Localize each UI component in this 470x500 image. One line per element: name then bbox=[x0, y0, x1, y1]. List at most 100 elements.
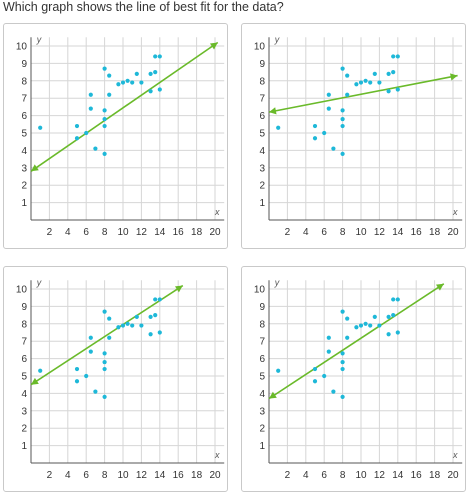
data-point bbox=[120, 323, 126, 328]
data-point bbox=[345, 335, 350, 340]
x-axis-label: x bbox=[214, 450, 220, 460]
data-point bbox=[340, 359, 345, 365]
data-point bbox=[331, 389, 336, 394]
data-point bbox=[38, 368, 43, 373]
data-point bbox=[74, 379, 80, 384]
y-axis-label: y bbox=[274, 277, 280, 287]
data-point bbox=[395, 87, 400, 92]
y-tick-label: 10 bbox=[254, 42, 266, 53]
data-point bbox=[377, 80, 382, 85]
data-point bbox=[157, 87, 162, 92]
y-tick-label: 3 bbox=[259, 163, 265, 174]
x-tick-label: 14 bbox=[154, 470, 166, 481]
y-tick-label: 2 bbox=[259, 424, 265, 435]
data-point bbox=[312, 123, 318, 129]
x-tick-label: 2 bbox=[285, 227, 291, 238]
y-tick-label: 7 bbox=[259, 94, 265, 105]
data-point bbox=[157, 297, 162, 302]
x-tick-label: 12 bbox=[374, 227, 386, 238]
data-point bbox=[312, 366, 318, 372]
data-point bbox=[340, 123, 345, 129]
y-tick-label: 9 bbox=[21, 59, 27, 70]
line-arrowhead-end bbox=[450, 73, 458, 81]
x-tick-label: 6 bbox=[83, 470, 89, 481]
data-point bbox=[107, 92, 112, 97]
y-tick-label: 7 bbox=[21, 337, 27, 348]
y-tick-label: 1 bbox=[259, 441, 265, 452]
data-point bbox=[107, 335, 112, 340]
data-point bbox=[391, 70, 396, 75]
data-point bbox=[354, 82, 359, 87]
data-point bbox=[326, 106, 331, 111]
x-tick-label: 12 bbox=[136, 227, 148, 238]
y-tick-label: 5 bbox=[259, 372, 265, 383]
y-tick-label: 8 bbox=[259, 76, 265, 87]
graph-option-top-right[interactable]: 2 4 6 8 10 12 14 16 18 20 1 2 3 4 5 6 7 8 9 10 x y bbox=[241, 23, 466, 249]
data-point bbox=[386, 89, 391, 94]
data-point bbox=[368, 80, 373, 85]
data-point bbox=[153, 54, 158, 59]
data-point bbox=[84, 130, 89, 136]
y-axis-label: y bbox=[36, 277, 42, 287]
line-arrowhead-start bbox=[31, 164, 39, 172]
data-point bbox=[130, 80, 135, 85]
y-tick-label: 2 bbox=[21, 181, 27, 192]
best-fit-line bbox=[30, 284, 184, 386]
data-point bbox=[340, 66, 345, 71]
y-tick-label: 6 bbox=[259, 111, 265, 122]
data-point bbox=[312, 136, 318, 141]
data-point bbox=[395, 297, 400, 302]
y-tick-label: 6 bbox=[21, 111, 27, 122]
x-axis-label: x bbox=[452, 207, 458, 217]
y-tick-label: 8 bbox=[21, 319, 27, 330]
y-tick-label: 5 bbox=[259, 129, 265, 140]
x-tick-label: 4 bbox=[303, 470, 309, 481]
x-tick-label: 14 bbox=[392, 227, 404, 238]
data-point bbox=[358, 323, 364, 328]
x-tick-label: 18 bbox=[429, 470, 441, 481]
data-point bbox=[93, 389, 98, 394]
x-tick-label: 18 bbox=[191, 470, 203, 481]
y-tick-label: 10 bbox=[254, 285, 266, 296]
data-point bbox=[102, 108, 107, 113]
data-point bbox=[102, 394, 107, 399]
best-fit-line bbox=[30, 41, 219, 172]
data-point bbox=[368, 323, 373, 328]
best-fit-line bbox=[268, 74, 458, 113]
line-arrowhead-start bbox=[269, 391, 277, 399]
data-point bbox=[340, 394, 345, 399]
data-point bbox=[74, 123, 80, 129]
data-point bbox=[125, 321, 130, 326]
y-tick-label: 5 bbox=[21, 129, 27, 140]
best-fit-line bbox=[268, 283, 445, 400]
data-point bbox=[358, 80, 364, 85]
line-arrowhead-start bbox=[31, 377, 39, 385]
x-tick-label: 12 bbox=[136, 470, 148, 481]
data-point bbox=[93, 146, 98, 151]
data-point bbox=[102, 351, 107, 356]
x-axis-label: x bbox=[214, 207, 220, 217]
x-tick-label: 16 bbox=[411, 470, 423, 481]
graph-option-bottom-left[interactable]: 2 4 6 8 10 12 14 16 18 20 1 2 3 4 5 6 7 8 9 10 x y bbox=[3, 266, 228, 492]
graph-option-bottom-right[interactable]: 2 4 6 8 10 12 14 16 18 20 1 2 3 4 5 6 7 8 9 10 x y bbox=[241, 266, 466, 492]
x-tick-label: 12 bbox=[374, 470, 386, 481]
x-tick-label: 16 bbox=[411, 227, 423, 238]
data-point bbox=[38, 125, 43, 130]
data-point bbox=[102, 123, 107, 129]
data-point bbox=[391, 54, 396, 59]
data-point bbox=[116, 325, 121, 330]
y-tick-label: 3 bbox=[259, 406, 265, 417]
x-tick-label: 20 bbox=[209, 470, 221, 481]
data-point bbox=[363, 321, 368, 326]
data-point bbox=[345, 92, 350, 97]
y-axis-label: y bbox=[36, 34, 42, 44]
data-point bbox=[102, 366, 107, 372]
y-tick-label: 1 bbox=[21, 441, 27, 452]
graph-option-top-left[interactable]: 2 4 6 8 10 12 14 16 18 20 1 2 3 4 5 6 7 8 9 10 x y bbox=[3, 23, 228, 249]
data-point bbox=[74, 366, 80, 372]
x-tick-label: 10 bbox=[117, 470, 129, 481]
data-point bbox=[386, 332, 391, 337]
